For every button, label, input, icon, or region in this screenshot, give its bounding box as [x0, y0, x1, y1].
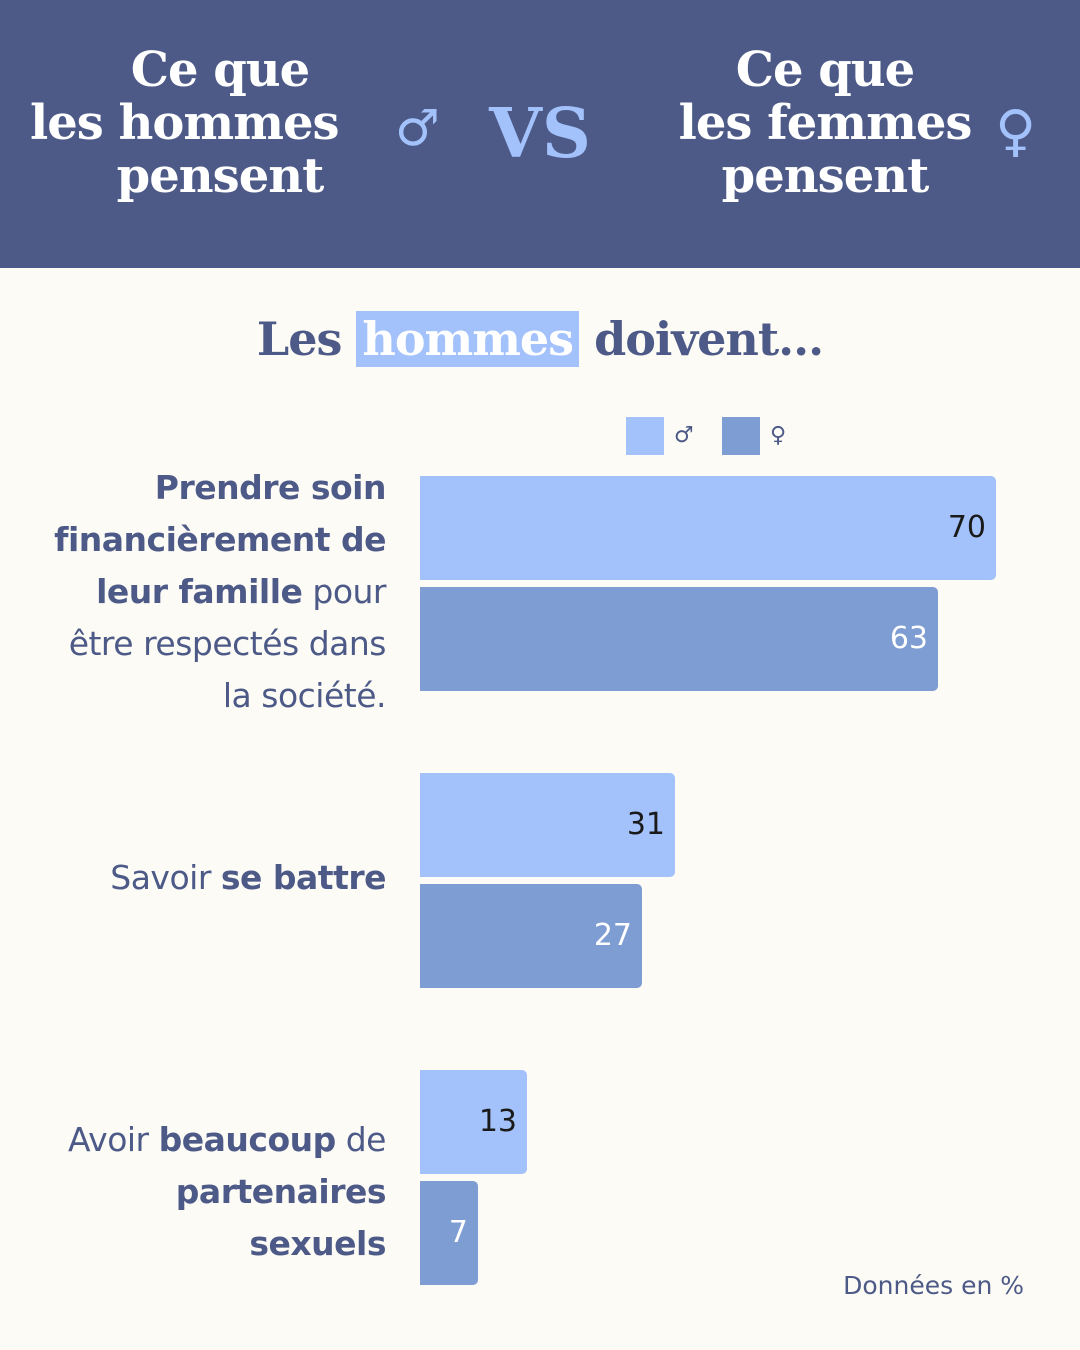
bar-male-2 [420, 773, 675, 877]
women-title-line-1: Ce que [735, 42, 915, 98]
women-title: Ce que les femmes pensent [640, 44, 1010, 203]
category-3-line-3: sexuels [249, 1224, 386, 1263]
chart-subtitle: Les hommes doivent... [0, 310, 1080, 368]
category-1-line-3: leur famille pour [96, 572, 386, 611]
legend-label-male: ♂ [674, 423, 694, 448]
category-1-line-4: être respectés dans [68, 624, 387, 663]
category-1-line-1: Prendre soin [154, 468, 387, 507]
men-title: Ce que les hommes pensent [30, 44, 410, 203]
category-label-2: Savoir se battre [20, 852, 386, 904]
subtitle-before: Les [256, 312, 343, 366]
data-unit-note: Données en % [843, 1271, 1024, 1300]
vs-label: VS [489, 94, 591, 174]
men-title-line-2: les hommes [30, 95, 340, 151]
category-1-line-2: financièrement de [54, 520, 386, 559]
bar-value-male-1: 70 [947, 510, 986, 545]
category-3-line-1: Avoir beaucoup de [68, 1120, 386, 1159]
bar-female-3 [420, 1181, 478, 1285]
category-3-line-2: partenaires [175, 1172, 387, 1211]
bar-male-1 [420, 476, 996, 580]
category-label-1: Prendre soin financièrement de leur fami… [20, 462, 386, 722]
legend-label-female: ♀ [770, 423, 787, 448]
female-symbol-icon: ♀ [995, 99, 1037, 164]
bar-value-female-3: 7 [448, 1215, 468, 1250]
male-symbol-icon: ♂ [395, 99, 440, 157]
bar-female-2 [420, 884, 642, 988]
category-1-line-5: la société. [222, 676, 387, 715]
bar-value-female-1: 63 [889, 621, 928, 656]
legend-swatch-female [722, 417, 760, 455]
header-banner: Ce que les hommes pensent ♂ VS Ce que le… [0, 0, 1080, 268]
men-title-line-3: pensent [116, 148, 325, 204]
bar-value-male-2: 31 [626, 807, 665, 842]
bar-value-male-3: 13 [478, 1104, 517, 1139]
legend-swatch-male [626, 417, 664, 455]
women-title-line-3: pensent [721, 148, 930, 204]
bar-value-female-2: 27 [593, 918, 632, 953]
men-title-line-1: Ce que [130, 42, 310, 98]
women-title-line-2: les femmes [678, 95, 973, 151]
category-2-line-1: Savoir se battre [110, 858, 386, 897]
subtitle-highlight: hommes [356, 311, 580, 367]
bar-female-1 [420, 587, 938, 691]
subtitle-after: doivent... [594, 312, 824, 366]
bar-male-3 [420, 1070, 527, 1174]
category-label-3: Avoir beaucoup de partenaires sexuels [20, 1114, 386, 1270]
